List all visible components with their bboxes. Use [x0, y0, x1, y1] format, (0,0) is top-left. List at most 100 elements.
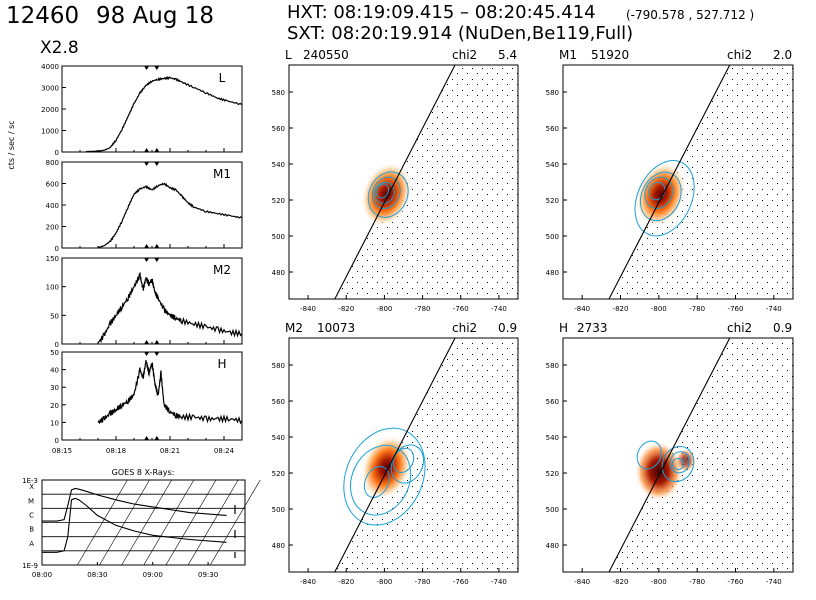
map-x-tick-label: -820: [338, 305, 354, 313]
y-tick-label: 4000: [41, 63, 59, 71]
y-tick-label: 600: [46, 181, 59, 189]
goes-ytop-label: 1E-3: [22, 477, 38, 485]
map-x-tick-label: -840: [574, 578, 590, 586]
map-y-tick-label: 580: [272, 89, 285, 97]
lightcurve-band-label: H: [217, 357, 226, 371]
interval-marker: [144, 352, 150, 356]
interval-marker: [154, 66, 160, 70]
map-x-tick-label: -840: [300, 578, 316, 586]
y-tick-label: 50: [50, 312, 59, 320]
map-frame: [288, 64, 519, 300]
map-band-label: M2: [285, 321, 303, 335]
map-chi2-value: 2.0: [773, 48, 792, 62]
off-disk-dots: [334, 338, 518, 572]
lightcurve-band-label: M1: [213, 167, 231, 181]
y-tick-label: 0: [55, 341, 59, 349]
hxt-coordinates: (-790.578 , 527.712 ): [626, 8, 755, 22]
y-tick-label: 40: [50, 367, 59, 375]
map-y-tick-label: 560: [272, 125, 285, 133]
interval-marker: [154, 340, 160, 344]
y-tick-label: 20: [50, 402, 59, 410]
off-disk-dots: [609, 65, 793, 299]
interval-marker: [154, 258, 160, 262]
map-x-tick-label: -800: [376, 305, 392, 313]
map-y-tick-label: 560: [546, 398, 559, 406]
map-content: [334, 65, 518, 299]
goes-ybottom-label: 1E-9: [22, 562, 38, 570]
lightcurve-panel-l: 0 1000 2000 3000 4000 L: [41, 63, 243, 157]
map-y-tick-label: 560: [546, 125, 559, 133]
map-x-tick-label: -740: [766, 305, 782, 313]
y-tick-label: 0: [55, 245, 59, 253]
map-x-tick-label: -800: [376, 578, 392, 586]
map-x-tick-label: -780: [689, 578, 705, 586]
map-y-tick-label: 520: [272, 197, 285, 205]
map-y-tick-label: 480: [272, 269, 285, 277]
hxt-time-range: HXT: 08:19:09.415 – 08:20:45.414: [287, 2, 596, 23]
map-y-tick-label: 500: [272, 233, 285, 241]
goes-class-label: M: [28, 497, 34, 505]
map-y-tick-label: 540: [546, 434, 559, 442]
y-tick-label: 100: [46, 284, 59, 292]
y-tick-label: 2000: [41, 106, 59, 114]
hxt-contour: [371, 176, 401, 210]
lightcurve-line-m2: [97, 271, 243, 344]
hxt-contour: [669, 451, 691, 474]
map-y-tick-label: 500: [546, 506, 559, 514]
map-x-tick-label: -740: [491, 305, 507, 313]
map-y-tick-label: 580: [546, 89, 559, 97]
lightcurve-line-h: [97, 360, 243, 425]
map-x-tick-label: -840: [300, 305, 316, 313]
map-x-tick-label: -780: [415, 305, 431, 313]
lightcurve-line-m1: [97, 182, 243, 249]
y-tick-label: 800: [46, 159, 59, 167]
y-tick-label: 10: [50, 419, 59, 427]
map-y-tick-label: 500: [272, 506, 285, 514]
y-tick-label: 30: [50, 384, 59, 392]
map-y-tick-label: 540: [272, 161, 285, 169]
interval-marker: [144, 258, 150, 262]
map-panel-m2: -840 -820 -800 -780 -760 -740 480 500 520 540 560 5…: [272, 321, 519, 586]
interval-marker: [144, 162, 150, 166]
goes-time-label: 09:30: [198, 571, 218, 579]
lightcurve-panel-m2: 0 50 100 150 M2: [46, 255, 243, 349]
goes-class-label: C: [29, 511, 34, 519]
goes-diagonal: [121, 479, 172, 566]
map-x-tick-label: -780: [689, 305, 705, 313]
solar-limb: [608, 338, 731, 572]
map-frame: [288, 337, 519, 573]
map-chi2-value: 5.4: [498, 48, 517, 62]
goes-diagonal: [209, 479, 261, 566]
goes-class-label: B: [29, 526, 34, 534]
off-disk-dots: [609, 338, 793, 572]
interval-marker: [144, 244, 150, 248]
interval-marker: [154, 148, 160, 152]
map-x-tick-label: -740: [766, 578, 782, 586]
hxt-contour: [375, 183, 390, 199]
hxt-contour: [636, 440, 662, 470]
map-chi2-value: 0.9: [498, 321, 517, 335]
map-y-tick-label: 480: [546, 542, 559, 550]
map-band-label: H: [559, 321, 568, 335]
map-content: [608, 338, 793, 572]
sxt-emission: [634, 441, 683, 502]
hxt-contour: [671, 458, 685, 470]
map-y-tick-label: 540: [546, 161, 559, 169]
sxt-emission: [361, 162, 412, 227]
map-panel-l: -840 -820 -800 -780 -760 -740 480 500 520 540 560 5…: [272, 48, 519, 313]
goes-diagonal: [187, 479, 239, 566]
solar-limb: [334, 65, 456, 299]
hxt-contour: [363, 466, 390, 498]
event-date: 98 Aug 18: [96, 3, 215, 29]
map-x-tick-label: -800: [651, 578, 667, 586]
interval-marker: [154, 244, 160, 248]
y-tick-label: 1000: [41, 128, 59, 136]
hxt-contour: [634, 160, 695, 237]
y-tick-label: 3000: [41, 85, 59, 93]
time-tick-label: 08:21: [160, 447, 180, 455]
map-frame: [562, 64, 794, 300]
goes-class-label: X: [29, 483, 34, 491]
map-panel-m1: -840 -820 -800 -780 -760 -740 480 500 520 540 560 5…: [546, 48, 794, 313]
map-x-tick-label: -760: [728, 305, 744, 313]
